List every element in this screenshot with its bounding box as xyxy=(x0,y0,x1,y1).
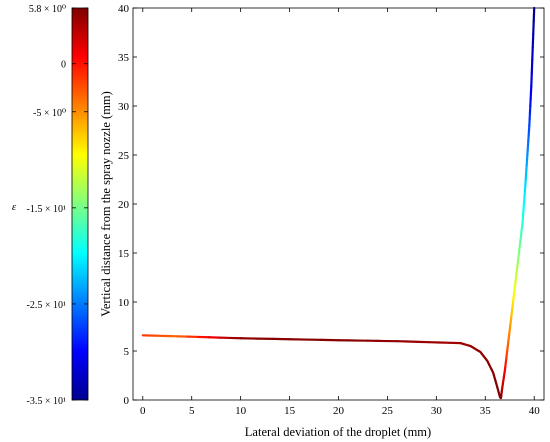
plot-area: 0 5 10 15 20 25 30 35 40 0 5 10 15 20 25 30 35 40 xyxy=(118,3,545,417)
y-tick-label: 5 xyxy=(124,346,130,358)
x-tick-label: 5 xyxy=(189,405,195,417)
x-tick-label: 0 xyxy=(140,405,146,417)
x-tick-label: 35 xyxy=(480,405,492,417)
y-tick-label: 25 xyxy=(118,150,130,162)
x-tick-label: 20 xyxy=(333,405,345,417)
colorbar-gradient xyxy=(71,7,89,401)
y-axis-ticks: 0 5 10 15 20 25 30 35 40 xyxy=(118,3,544,407)
colorbar-label: ε xyxy=(12,201,17,213)
x-axis-ticks: 0 5 10 15 20 25 30 35 40 xyxy=(140,8,540,417)
y-tick-label: 30 xyxy=(118,101,130,113)
colorbar-tick-label: -3.5 × 10¹ xyxy=(27,396,66,407)
colorbar-tick-label: 0 xyxy=(61,60,66,71)
colorbar-tick-label: -2.5 × 10¹ xyxy=(27,300,66,311)
x-tick-label: 10 xyxy=(235,405,247,417)
x-tick-label: 40 xyxy=(529,405,541,417)
y-tick-label: 35 xyxy=(118,52,130,64)
colorbar-tick-label: -1.5 × 10¹ xyxy=(27,204,66,215)
y-tick-label: 15 xyxy=(118,248,130,260)
x-axis-label: Lateral deviation of the droplet (mm) xyxy=(245,425,431,439)
trajectory-curve xyxy=(141,6,536,400)
colorbar-tick-label: -5 × 10⁰ xyxy=(33,108,66,119)
colorbar-tick-label: 5.8 × 10⁰ xyxy=(29,4,66,15)
y-tick-label: 20 xyxy=(118,199,130,211)
y-axis-label: Vertical distance from the spray nozzle … xyxy=(99,91,113,317)
y-tick-label: 0 xyxy=(124,395,130,407)
x-tick-label: 25 xyxy=(382,405,394,417)
colorbar-ticks: 5.8 × 10⁰ 0 -5 × 10⁰ -1.5 × 10¹ -2.5 × 10¹ -3… xyxy=(27,4,88,407)
x-tick-label: 15 xyxy=(284,405,296,417)
y-tick-label: 40 xyxy=(118,3,130,15)
y-tick-label: 10 xyxy=(118,297,130,309)
colorbar: 5.8 × 10⁰ 0 -5 × 10⁰ -1.5 × 10¹ -2.5 × 10¹ -3… xyxy=(12,4,89,407)
x-tick-label: 30 xyxy=(431,405,443,417)
